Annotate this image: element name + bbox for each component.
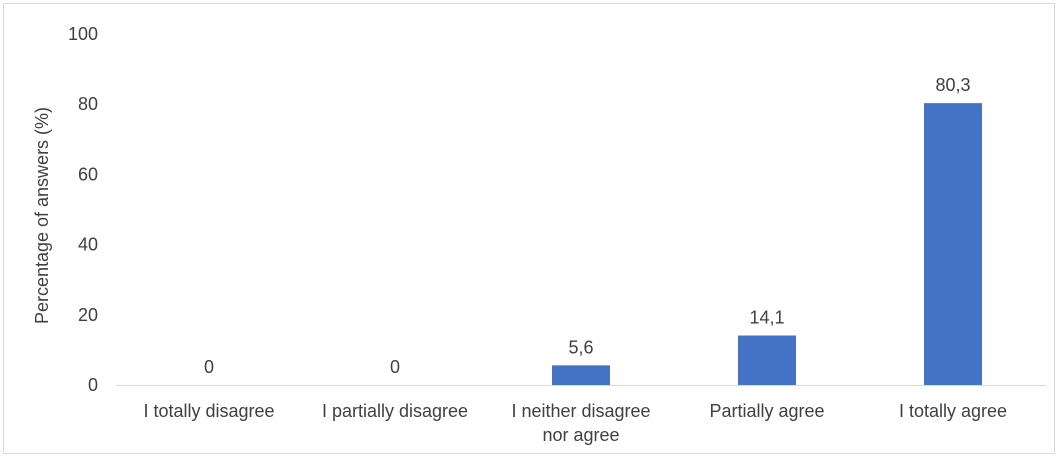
y-axis-title: Percentage of answers (%): [32, 107, 52, 324]
bar: [738, 335, 796, 385]
chart-frame: 0 20 40 60 80 100 0 0 5,6 14,1 80,3 I totally dis…: [3, 3, 1055, 454]
bars: [552, 103, 982, 385]
y-tick-label: 60: [78, 164, 98, 184]
bar: [924, 103, 982, 385]
bar-chart: 0 20 40 60 80 100 0 0 5,6 14,1 80,3 I totally dis…: [32, 24, 1046, 445]
category-label: I partially disagree: [322, 401, 468, 421]
y-tick-label: 0: [88, 375, 98, 395]
y-axis-ticks: 0 20 40 60 80 100: [68, 24, 98, 395]
bar: [552, 365, 610, 385]
category-label: I totally disagree: [143, 401, 274, 421]
category-label: I neither disagree nor agree: [511, 401, 650, 445]
data-label: 0: [204, 357, 214, 377]
data-label: 80,3: [935, 75, 970, 95]
y-tick-label: 40: [78, 235, 98, 255]
data-label: 0: [390, 357, 400, 377]
category-label: Partially agree: [709, 401, 824, 421]
x-axis-categories: I totally disagree I partially disagree I …: [143, 401, 1007, 445]
data-labels: 0 0 5,6 14,1 80,3: [204, 75, 971, 377]
y-tick-label: 80: [78, 94, 98, 114]
data-label: 5,6: [568, 337, 593, 357]
y-tick-label: 100: [68, 24, 98, 44]
y-tick-label: 20: [78, 305, 98, 325]
category-label: I totally agree: [899, 401, 1007, 421]
data-label: 14,1: [749, 308, 784, 328]
